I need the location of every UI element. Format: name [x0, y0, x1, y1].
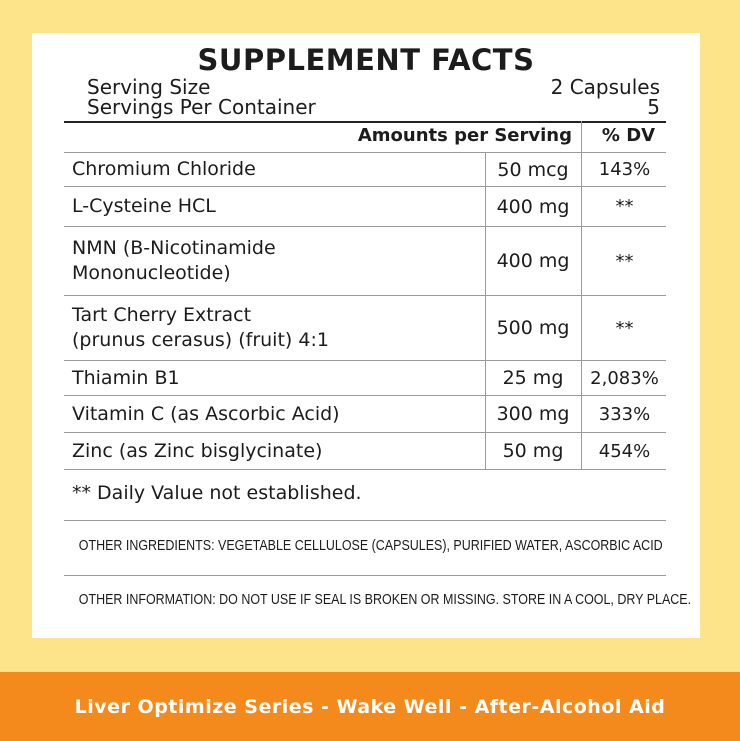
ingredient-name: Vitamin C (as Ascorbic Acid) [72, 402, 340, 425]
ingredient-amount: 300 mg [496, 403, 570, 425]
ingredient-name-line1: Tart Cherry Extract [72, 304, 252, 326]
divider-ingredients [64, 575, 666, 576]
ingredient-dv: ** [615, 317, 634, 339]
ingredient-dv: 333% [598, 403, 651, 425]
serving-size-value: 2 Capsules [550, 75, 660, 99]
ingredient-dv: 454% [598, 440, 651, 462]
ingredient-name-line2: Mononucleotide) [72, 262, 231, 284]
ingredient-dv: ** [615, 196, 634, 217]
row-divider [64, 432, 666, 433]
serving-size-label: Serving Size [87, 75, 211, 99]
ingredient-name-line1: NMN (B-Nicotinamide [72, 237, 276, 259]
row-divider [64, 186, 666, 187]
ingredient-amount: 400 mg [496, 195, 570, 218]
column-divider-amount [485, 152, 486, 469]
ingredient-dv: 2,083% [590, 367, 659, 389]
ingredient-name: Thiamin B1 [72, 366, 180, 389]
header-percent-dv: % DV [601, 125, 656, 146]
row-divider [64, 295, 666, 296]
row-divider [64, 395, 666, 396]
ingredient-name: L-Cysteine HCL [72, 195, 216, 217]
other-ingredients: OTHER INGREDIENTS: VEGETABLE CELLULOSE (… [78, 538, 663, 554]
divider-header [64, 152, 666, 153]
row-divider [64, 360, 666, 361]
ingredient-name: Chromium Chloride [72, 158, 256, 180]
ingredient-amount: 50 mcg [497, 158, 569, 181]
divider-footnote [64, 520, 666, 521]
other-information: OTHER INFORMATION: DO NOT USE IF SEAL IS… [78, 592, 692, 608]
panel-title: SUPPLEMENT FACTS [197, 43, 535, 77]
footnote: ** Daily Value not established. [72, 482, 362, 504]
header-amount-per-serving: Amounts per Serving [357, 125, 572, 146]
ingredient-dv: ** [615, 250, 634, 272]
servings-per-container-label: Servings Per Container [87, 95, 316, 119]
ingredient-amount: 25 mg [502, 367, 564, 389]
row-divider [64, 469, 666, 470]
ingredient-amount: 500 mg [496, 317, 570, 339]
ingredient-dv: 143% [598, 159, 651, 180]
servings-per-container-value: 5 [647, 95, 660, 119]
ingredient-name: NMN (B-Nicotinamide Mononucleotide) [72, 227, 276, 295]
supplement-facts-panel: SUPPLEMENT FACTS Serving Size 2 Capsules… [32, 33, 700, 638]
ingredient-amount: 50 mg [502, 440, 564, 462]
ingredient-name: Zinc (as Zinc bisglycinate) [72, 439, 323, 462]
row-divider [64, 226, 666, 227]
ingredient-amount: 400 mg [496, 250, 570, 272]
series-banner: Liver Optimize Series - Wake Well - Afte… [0, 672, 740, 741]
divider-top [64, 121, 666, 123]
series-banner-text: Liver Optimize Series - Wake Well - Afte… [74, 695, 666, 718]
ingredient-name: Tart Cherry Extract (prunus cerasus) (fr… [72, 296, 329, 360]
ingredient-name-line2: (prunus cerasus) (fruit) 4:1 [72, 329, 329, 351]
